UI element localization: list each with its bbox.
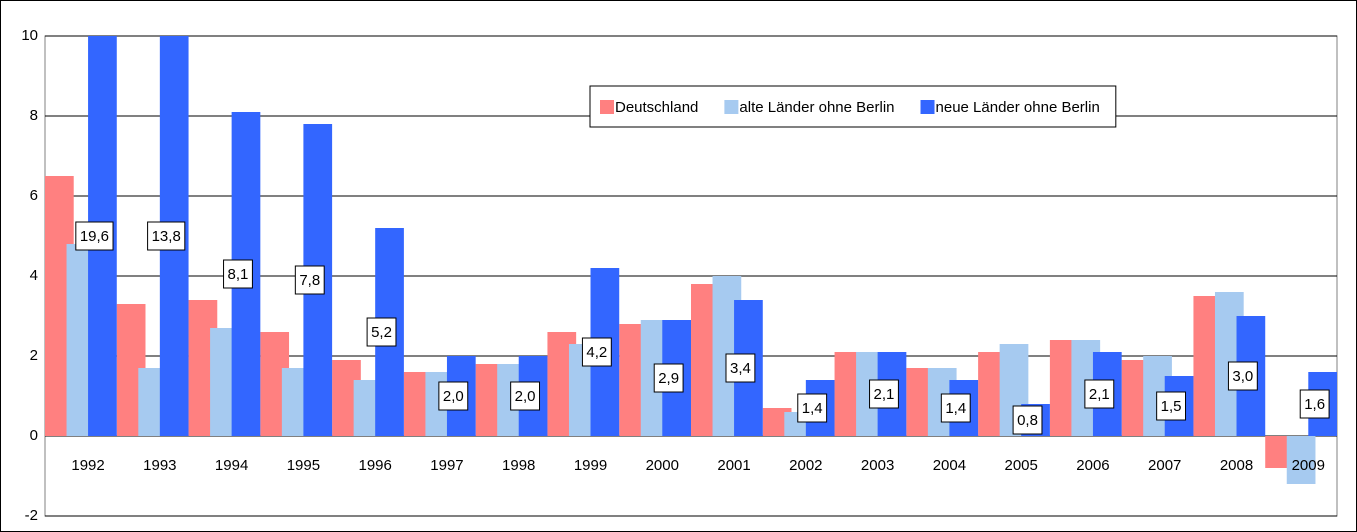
data-label: 5,2: [371, 324, 392, 341]
data-label: 3,4: [730, 360, 751, 377]
data-label: 7,8: [299, 272, 320, 289]
legend-swatch: [600, 100, 614, 114]
y-tick-label: 6: [30, 187, 38, 204]
y-tick-label: 2: [30, 347, 38, 364]
data-label: 1,5: [1161, 398, 1182, 415]
x-tick-label: 1999: [574, 457, 607, 474]
y-tick-label: 0: [30, 427, 38, 444]
data-label-box: [510, 381, 541, 411]
data-label: 1,6: [1304, 396, 1325, 413]
x-tick-label: 2005: [1004, 457, 1037, 474]
data-label: 3,0: [1232, 368, 1253, 385]
y-tick-label: 10: [21, 27, 38, 44]
x-tick-label: 1996: [358, 457, 391, 474]
legend-label: neue Länder ohne Berlin: [936, 99, 1100, 116]
data-label: 4,2: [586, 344, 607, 361]
data-label-box: [1012, 405, 1043, 435]
data-label: 13,8: [152, 228, 181, 245]
bar: [159, 36, 189, 436]
y-tick-label: 4: [30, 267, 38, 284]
x-tick-label: 2001: [717, 457, 750, 474]
data-label-box: [223, 259, 253, 289]
data-label-box: [940, 393, 971, 423]
data-label-box: [869, 379, 899, 409]
data-label-box: [1299, 389, 1330, 419]
x-tick-label: 2000: [646, 457, 679, 474]
data-label-box: [653, 363, 684, 393]
x-tick-label: 2003: [861, 457, 894, 474]
x-tick-label: 1997: [430, 457, 463, 474]
legend-box: [589, 85, 1117, 128]
x-tick-label: 1992: [71, 457, 104, 474]
data-label: 2,0: [443, 388, 464, 405]
data-label-box: [1227, 361, 1258, 391]
data-label: 19,6: [80, 228, 109, 245]
legend-label: alte Länder ohne Berlin: [739, 99, 894, 116]
data-label-box: [1156, 391, 1187, 421]
x-tick-label: 2008: [1220, 457, 1253, 474]
legend-swatch: [724, 100, 739, 114]
x-tick-label: 2009: [1292, 457, 1325, 474]
y-tick-label: 8: [30, 107, 38, 124]
data-label-box: [581, 337, 612, 367]
data-label-box: [1084, 379, 1115, 409]
data-label: 2,1: [874, 386, 895, 403]
data-label-box: [797, 393, 828, 423]
x-tick-label: 1994: [215, 457, 248, 474]
data-label-box: [725, 353, 756, 383]
data-label-box: [294, 265, 325, 295]
bar: [1286, 436, 1316, 484]
x-tick-label: 1995: [287, 457, 320, 474]
data-label: 2,0: [515, 388, 536, 405]
data-label: 0,8: [1017, 412, 1038, 429]
data-label-box: [75, 221, 114, 251]
data-label: 1,4: [945, 400, 966, 417]
x-tick-label: 1993: [143, 457, 176, 474]
x-tick-label: 2006: [1076, 457, 1109, 474]
x-tick-label: 2002: [789, 457, 822, 474]
data-label-box: [147, 221, 186, 251]
legend-label: Deutschland: [615, 99, 698, 116]
data-label: 2,1: [1089, 386, 1110, 403]
data-label-box: [366, 317, 397, 347]
data-label: 2,9: [658, 370, 679, 387]
bar: [88, 36, 117, 436]
data-label-box: [438, 381, 469, 411]
x-tick-label: 2007: [1148, 457, 1181, 474]
x-tick-label: 2004: [933, 457, 966, 474]
y-tick-label: -2: [25, 507, 38, 524]
x-tick-label: 1998: [502, 457, 535, 474]
data-label: 1,4: [802, 400, 823, 417]
data-label: 8,1: [228, 266, 249, 283]
legend-swatch: [920, 100, 935, 114]
